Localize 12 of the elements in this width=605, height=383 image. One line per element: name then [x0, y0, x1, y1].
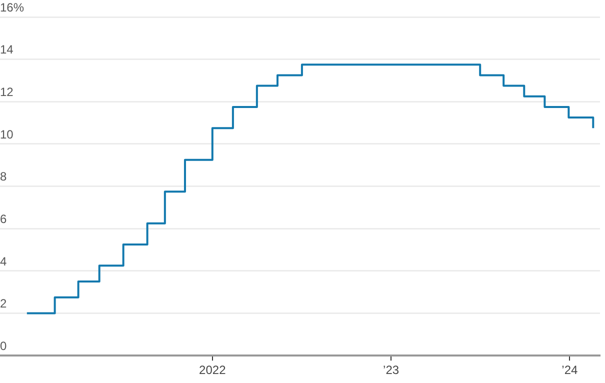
y-tick-label: 16% — [0, 0, 24, 14]
y-tick-label: 2 — [0, 296, 7, 311]
x-tick-label: 2022 — [199, 363, 226, 378]
y-tick-label: 8 — [0, 170, 7, 184]
y-tick-label: 0 — [0, 338, 7, 353]
y-tick-label: 6 — [0, 212, 7, 226]
y-tick-label: 12 — [0, 84, 14, 99]
x-tick-label: ’24 — [562, 363, 578, 378]
y-tick-label: 14 — [0, 42, 14, 57]
y-tick-label: 10 — [0, 127, 14, 142]
y-tick-label: 4 — [0, 254, 7, 268]
x-tick-label: ’23 — [383, 363, 400, 378]
